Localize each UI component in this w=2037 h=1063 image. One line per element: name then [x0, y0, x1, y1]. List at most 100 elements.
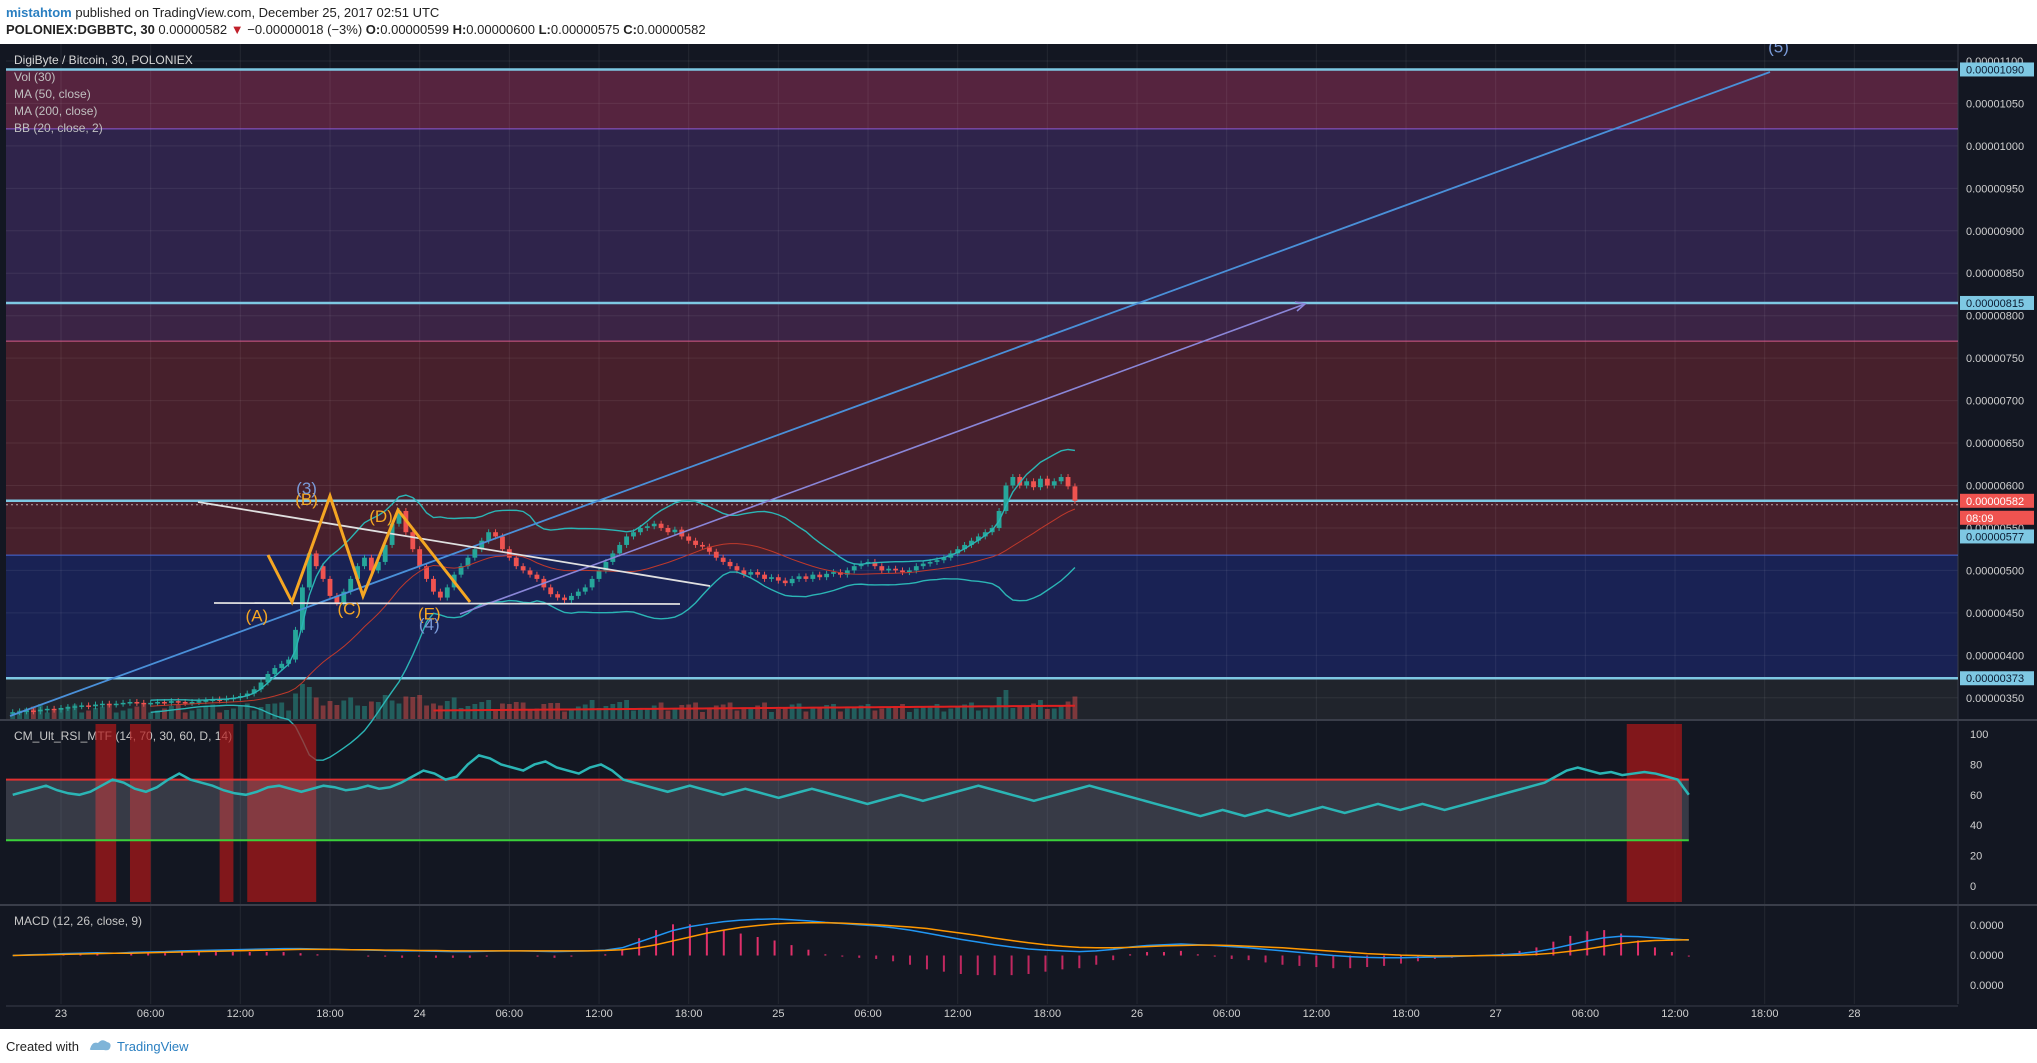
macd-histogram-bar: [1349, 955, 1352, 969]
candle-body: [472, 549, 478, 558]
tradingview-logo-icon: [89, 1040, 111, 1051]
price-tick-label: 0.00000350: [1966, 693, 2024, 705]
volume-bar: [631, 710, 636, 719]
macd-histogram-bar: [756, 937, 759, 956]
rsi-band: [6, 779, 1689, 841]
volume-bar: [762, 702, 767, 719]
macd-histogram-bar: [485, 955, 488, 957]
volume-bar: [203, 706, 209, 719]
candle-body: [79, 705, 85, 707]
volume-bar: [706, 708, 712, 719]
volume-bar: [548, 703, 554, 719]
macd-histogram-bar: [655, 930, 658, 956]
volume-bar: [341, 700, 347, 719]
candle-body: [486, 532, 492, 541]
candle-body: [203, 700, 209, 702]
price-change: −0.00000018 (−3%): [247, 22, 363, 37]
candle-body: [244, 693, 250, 697]
candle-body: [831, 572, 836, 574]
candle-body: [355, 566, 361, 579]
time-tick-label: 18:00: [1034, 1008, 1062, 1020]
macd-histogram-bar: [1078, 955, 1081, 969]
candle-body: [424, 566, 429, 579]
volume-bar: [975, 710, 981, 719]
volume-bar: [10, 713, 16, 719]
candle-body: [24, 710, 29, 713]
time-tick-label: 06:00: [1572, 1008, 1600, 1020]
macd-histogram-bar: [1146, 952, 1149, 956]
macd-histogram-bar: [164, 953, 167, 956]
volume-bar: [244, 703, 250, 719]
trendline-target[interactable]: [459, 303, 1306, 615]
macd-histogram-bar: [1095, 955, 1098, 965]
candle-body: [706, 546, 712, 552]
volume-bar: [189, 710, 195, 719]
volume-bar: [86, 710, 92, 719]
candle-body: [10, 712, 16, 714]
time-tick-label: 25: [772, 1008, 784, 1020]
triangle-upper-line[interactable]: [197, 501, 711, 587]
candle-body: [589, 578, 595, 588]
candle-body: [1072, 486, 1078, 501]
macd-histogram-bar: [1569, 935, 1572, 956]
volume-bar: [410, 697, 416, 719]
symbol-label: POLONIEX:DGBBTC, 30: [6, 22, 155, 37]
candles: [10, 448, 1078, 761]
drawings[interactable]: [9, 71, 1771, 717]
volume-bar: [465, 706, 471, 719]
volume-bar: [948, 708, 954, 719]
candle-body: [651, 523, 657, 527]
volume-bar: [872, 710, 878, 719]
macd-histogram-bar: [1112, 955, 1115, 961]
candle-body: [665, 527, 671, 533]
volume-bar: [141, 704, 147, 719]
wave-abcde-path[interactable]: [266, 491, 472, 606]
ohlc-line: POLONIEX:DGBBTC, 30 0.00000582 ▼ −0.0000…: [6, 22, 706, 37]
volume-bar: [313, 697, 319, 719]
candle-body: [844, 570, 850, 575]
candle-body: [382, 544, 388, 562]
macd-histogram-bar: [1687, 955, 1690, 957]
macd-histogram-bar: [1603, 930, 1606, 956]
candle-body: [713, 551, 719, 558]
candle-body: [658, 523, 664, 528]
volume-bar: [1010, 708, 1016, 719]
candle-body: [1010, 477, 1016, 486]
macd-histogram-bar: [773, 940, 776, 956]
tradingview-link[interactable]: TradingView: [117, 1039, 189, 1054]
trendline-wave5[interactable]: [9, 71, 1771, 717]
macd-histogram-bar: [384, 955, 387, 957]
candle-body: [727, 561, 733, 567]
volume-bar: [162, 708, 167, 719]
volume-bar: [741, 708, 747, 719]
low-value: 0.00000575: [550, 22, 620, 37]
rsi-highlight-2: [219, 724, 234, 902]
time-tick-label: 24: [414, 1008, 426, 1020]
volume-bar: [886, 708, 892, 719]
volume-bar: [175, 704, 181, 719]
chart-canvas[interactable]: (A) (B)(3) (C) (D) (E)(4) (5) DigiByte / Bitc…: [0, 44, 2037, 1029]
volume-bar: [148, 712, 154, 719]
candle-body: [513, 557, 519, 567]
volume-bar: [224, 710, 229, 719]
volume-bar: [24, 708, 29, 719]
volume-bar: [989, 706, 995, 719]
macd-histogram-bar: [147, 953, 150, 956]
macd-pane: MACD (12, 26, close, 9) 0.0000 0.0000 0.00…: [12, 914, 2004, 992]
candle-body: [141, 702, 147, 705]
bb-basis-line: [150, 508, 1076, 707]
candle-body: [175, 701, 181, 703]
author-link[interactable]: mistahtom: [6, 5, 72, 20]
candle-body: [624, 536, 630, 545]
volume-bar: [803, 711, 809, 719]
legend-ma200: MA (200, close): [14, 104, 97, 118]
triangle-lower-line[interactable]: [213, 602, 681, 605]
time-tick-label: 23: [55, 1008, 67, 1020]
volume-bar: [955, 706, 961, 719]
wave-label-1: (B): [295, 490, 318, 509]
volume-bar: [168, 706, 174, 719]
time-tick-label: 12:00: [585, 1008, 613, 1020]
volume-bar: [720, 704, 726, 719]
open-label: O:: [365, 22, 381, 37]
candle-body: [782, 580, 788, 584]
